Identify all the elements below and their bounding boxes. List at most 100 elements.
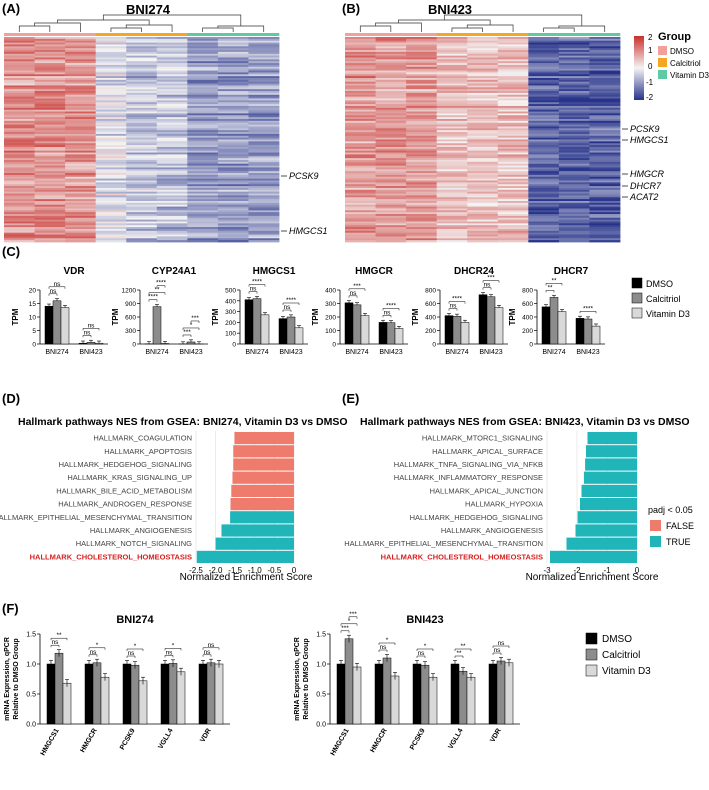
heatmap-cell	[95, 165, 127, 168]
heatmap-cell	[34, 206, 66, 209]
heatmap-cell	[217, 178, 249, 181]
heatmap-cell	[528, 59, 560, 62]
heatmap-cell	[187, 46, 219, 49]
heatmap-cell	[126, 55, 158, 58]
heatmap-cell	[34, 44, 66, 47]
heatmap-cell	[345, 150, 376, 153]
significance-bracket	[382, 308, 400, 311]
heatmap-cell	[406, 50, 438, 53]
heatmap-cell	[187, 44, 219, 47]
heatmap-cell	[4, 187, 35, 191]
panel-b-label: (B)	[342, 1, 360, 16]
heatmap-cell	[156, 212, 188, 215]
heatmap-cell	[126, 217, 158, 221]
heatmap-cell	[95, 139, 127, 142]
panel-d-xlabel: Normalized Enrichment Score	[180, 572, 313, 583]
heatmap-cell	[558, 59, 590, 62]
heatmap-cell	[248, 74, 280, 77]
heatmap-cell	[406, 225, 438, 228]
heatmap-cell	[436, 96, 468, 99]
bar	[450, 663, 460, 725]
heatmap-cell	[497, 206, 529, 209]
heatmap-cell	[528, 40, 560, 43]
heatmap-cell	[95, 163, 127, 166]
heatmap-cell	[589, 184, 621, 187]
heatmap-cell	[248, 236, 280, 239]
heatmap-cell	[126, 240, 158, 243]
heatmap-cell	[217, 145, 249, 148]
heatmap-cell	[589, 76, 621, 79]
heatmap-cell	[345, 180, 376, 183]
heatmap-cell	[589, 38, 621, 42]
heatmap-cell	[34, 51, 66, 55]
heatmap-cell	[558, 240, 590, 243]
x-tick-label: PCSK9	[119, 727, 137, 751]
heatmap-cell	[467, 212, 499, 215]
heatmap-cell	[589, 223, 621, 226]
heatmap-cell	[34, 187, 66, 191]
y-axis-label: TPM	[111, 308, 120, 325]
heatmap-cell	[65, 174, 97, 178]
heatmap-cell	[126, 59, 158, 62]
heatmap-cell	[65, 81, 97, 84]
heatmap-cell	[65, 145, 97, 148]
heatmap-cell	[65, 223, 97, 226]
heatmap-cell	[558, 178, 590, 181]
heatmap-cell	[34, 89, 66, 92]
significance-bracket	[202, 647, 220, 650]
heatmap-cell	[4, 193, 35, 196]
heatmap-cell	[4, 122, 35, 125]
heatmap-cell	[436, 208, 468, 211]
heatmap-cell	[4, 163, 35, 166]
significance-bracket	[48, 293, 58, 296]
heatmap-cell	[217, 174, 249, 178]
heatmap-cell	[34, 85, 66, 88]
heatmap-cell	[248, 199, 280, 202]
significance-bracket	[88, 647, 106, 650]
heatmap-cell	[95, 230, 127, 234]
heatmap-cell	[375, 70, 407, 73]
heatmap-cell	[217, 176, 249, 180]
heatmap-cell	[436, 46, 468, 49]
heatmap-cell	[345, 50, 376, 53]
heatmap-cell	[406, 66, 438, 70]
heatmap-cell	[375, 236, 407, 239]
heatmap-cell	[528, 130, 560, 133]
heatmap-cell	[436, 158, 468, 161]
heatmap-cell	[497, 130, 529, 133]
heatmap-cell	[187, 68, 219, 71]
heatmap-cell	[497, 225, 529, 228]
heatmap-cell	[34, 228, 66, 232]
heatmap-cell	[34, 156, 66, 159]
heatmap-cell	[126, 102, 158, 105]
heatmap-cell	[248, 171, 280, 174]
heatmap-cell	[187, 64, 219, 68]
heatmap-cell	[95, 186, 127, 189]
heatmap-cell	[248, 160, 280, 163]
heatmap-cell	[436, 178, 468, 181]
heatmap-cell	[217, 234, 249, 237]
heatmap-cell	[156, 61, 188, 64]
heatmap-cell	[406, 126, 438, 129]
significance-label: ns	[418, 650, 426, 657]
heatmap-cell	[65, 202, 97, 206]
bar	[84, 663, 94, 725]
heatmap-cell	[467, 240, 499, 243]
heatmap-cell	[467, 150, 499, 153]
heatmap-cell	[406, 68, 438, 71]
heatmap-cell	[589, 51, 621, 55]
heatmap-cell	[65, 173, 97, 176]
heatmap-cell	[375, 61, 407, 64]
heatmap-cell	[497, 66, 529, 70]
heatmap-cell	[528, 191, 560, 194]
heatmap-cell	[467, 64, 499, 68]
bar	[583, 318, 593, 345]
heatmap-cell	[375, 113, 407, 116]
heatmap-cell	[187, 167, 219, 170]
heatmap-cell	[95, 236, 127, 239]
heatmap-cell	[65, 214, 97, 217]
heatmap-cell	[95, 85, 127, 88]
heatmap-cell	[217, 79, 249, 83]
bar	[122, 663, 132, 725]
heatmap-cell	[248, 191, 280, 194]
